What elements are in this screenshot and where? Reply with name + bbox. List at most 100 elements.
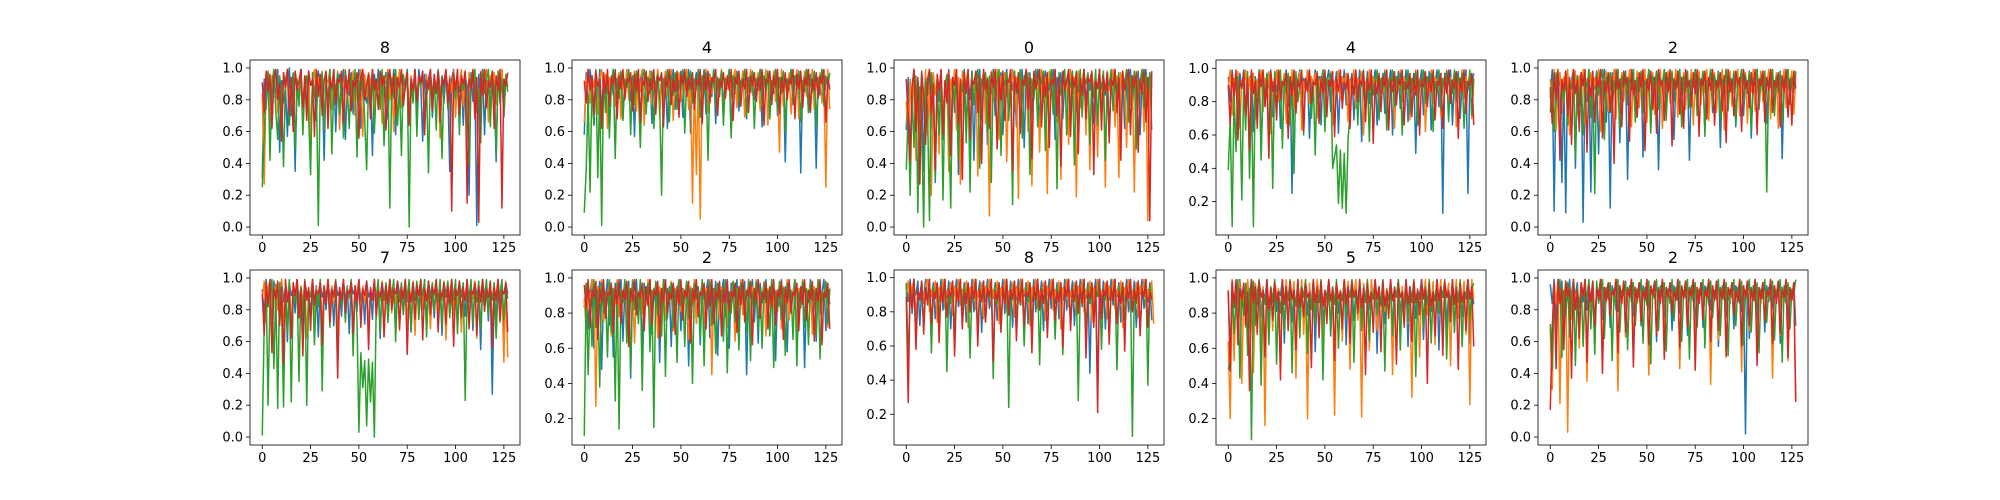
series-group — [905, 278, 1155, 438]
y-tick-label: 0.6 — [1510, 125, 1531, 140]
x-tick-label: 25 — [1590, 451, 1607, 466]
y-tick-label: 0.2 — [1510, 189, 1531, 204]
x-tick-label: 100 — [1731, 451, 1756, 466]
x-tick-label: 25 — [1590, 241, 1607, 256]
x-tick-label: 75 — [399, 451, 416, 466]
subplot-6: 0 25 50 75 100 125 0.0 0.2 0.4 0.6 0.8 1.0 7 — [222, 248, 521, 466]
x-tick-label: 75 — [399, 241, 416, 256]
x-tick-label: 0 — [902, 241, 910, 256]
y-tick-label: 0.8 — [866, 305, 887, 320]
series-group — [261, 278, 509, 438]
y-tick-label: 0.2 — [866, 408, 887, 423]
series-line-4 — [905, 68, 1153, 222]
y-tick-label: 0.8 — [1188, 95, 1209, 110]
series-group — [583, 68, 831, 227]
x-tick-label: 125 — [813, 241, 838, 256]
y-tick-label: 0.6 — [544, 125, 565, 140]
y-tick-label: 1.0 — [1510, 61, 1531, 76]
y-tick-label: 1.0 — [1188, 271, 1209, 286]
y-tick-label: 0.6 — [1188, 342, 1209, 357]
x-tick-label: 0 — [258, 241, 266, 256]
x-tick-label: 0 — [1546, 241, 1554, 256]
x-tick-label: 100 — [1087, 451, 1112, 466]
series-line-3 — [583, 68, 831, 227]
x-tick-label: 0 — [1224, 451, 1232, 466]
axes-frame — [893, 59, 1165, 236]
x-tick-label: 0 — [1224, 241, 1232, 256]
x-tick-label: 25 — [302, 241, 319, 256]
axes-frame — [249, 59, 521, 236]
x-tick-label: 0 — [580, 241, 588, 256]
series-group — [583, 278, 831, 437]
subplot-9: 0 25 50 75 100 125 0.2 0.4 0.6 0.8 1.0 5 — [1188, 248, 1487, 466]
series-group — [261, 67, 509, 228]
y-tick-label: 0.4 — [222, 157, 243, 172]
series-line-2 — [905, 278, 1155, 330]
y-tick-label: 0.2 — [222, 399, 243, 414]
axes-frame — [893, 269, 1165, 446]
axes-frame — [1215, 269, 1487, 446]
x-tick-label: 25 — [1268, 451, 1285, 466]
x-tick-label: 75 — [1687, 241, 1704, 256]
series-line-4 — [261, 278, 509, 379]
y-tick-label: 1.0 — [544, 61, 565, 76]
x-tick-label: 100 — [1409, 451, 1434, 466]
series-line-4 — [905, 278, 1153, 414]
subplot-title: 2 — [702, 248, 712, 267]
x-tick-label: 75 — [721, 451, 738, 466]
axes-frame — [1215, 59, 1487, 236]
subplot-2: 0 25 50 75 100 125 0.0 0.2 0.4 0.6 0.8 1.0 4 — [544, 38, 843, 256]
x-tick-label: 50 — [1317, 241, 1334, 256]
subplot-3: 0 25 50 75 100 125 0.0 0.2 0.4 0.6 0.8 1.0 0 — [866, 38, 1165, 256]
x-tick-label: 25 — [1268, 241, 1285, 256]
y-tick-label: 0.6 — [1510, 335, 1531, 350]
y-tick-label: 0.0 — [222, 431, 243, 446]
series-line-4 — [261, 68, 509, 224]
subplot-10: 0 25 50 75 100 125 0.0 0.2 0.4 0.6 0.8 1.0 2 — [1510, 248, 1809, 466]
subplot-title: 8 — [1024, 248, 1034, 267]
x-tick-label: 25 — [946, 241, 963, 256]
x-tick-label: 100 — [443, 241, 468, 256]
x-tick-label: 75 — [1365, 241, 1382, 256]
subplot-4: 0 25 50 75 100 125 0.2 0.4 0.6 0.8 1.0 4 — [1188, 38, 1487, 256]
x-tick-label: 0 — [258, 451, 266, 466]
y-tick-label: 0.2 — [866, 189, 887, 204]
x-tick-label: 75 — [721, 241, 738, 256]
y-tick-label: 0.6 — [866, 125, 887, 140]
y-tick-label: 0.8 — [1510, 303, 1531, 318]
subplot-title: 7 — [380, 248, 390, 267]
x-tick-label: 50 — [995, 451, 1012, 466]
y-tick-label: 0.8 — [866, 93, 887, 108]
y-tick-label: 0.8 — [222, 303, 243, 318]
y-tick-label: 1.0 — [1188, 62, 1209, 77]
series-group — [1227, 278, 1475, 441]
y-tick-label: 0.2 — [544, 189, 565, 204]
subplot-7: 0 25 50 75 100 125 0.2 0.4 0.6 0.8 1.0 2 — [544, 248, 843, 466]
y-tick-label: 0.4 — [1188, 162, 1209, 177]
subplot-title: 2 — [1668, 38, 1678, 57]
x-tick-label: 50 — [1639, 451, 1656, 466]
subplot-title: 2 — [1668, 248, 1678, 267]
subplot-5: 0 25 50 75 100 125 0.0 0.2 0.4 0.6 0.8 1.0 2 — [1510, 38, 1809, 256]
y-tick-label: 0.2 — [544, 412, 565, 427]
x-tick-label: 125 — [1135, 241, 1160, 256]
y-tick-label: 0.8 — [544, 93, 565, 108]
x-tick-label: 50 — [995, 241, 1012, 256]
x-tick-label: 125 — [1457, 451, 1482, 466]
x-tick-label: 100 — [443, 451, 468, 466]
x-tick-label: 50 — [673, 451, 690, 466]
y-tick-label: 0.0 — [1510, 431, 1531, 446]
y-tick-label: 1.0 — [222, 61, 243, 76]
subplot-1: 0 25 50 75 100 125 0.0 0.2 0.4 0.6 0.8 1.0 8 — [222, 38, 521, 256]
subplot-title: 0 — [1024, 38, 1034, 57]
x-tick-label: 0 — [580, 451, 588, 466]
y-tick-label: 0.6 — [1188, 129, 1209, 144]
x-tick-label: 25 — [946, 451, 963, 466]
axes-frame — [1537, 269, 1809, 446]
y-tick-label: 0.6 — [866, 339, 887, 354]
y-tick-label: 0.8 — [1188, 307, 1209, 322]
y-tick-label: 1.0 — [544, 271, 565, 286]
y-tick-label: 0.4 — [544, 377, 565, 392]
x-tick-label: 125 — [1779, 451, 1804, 466]
y-tick-label: 0.2 — [1188, 195, 1209, 210]
